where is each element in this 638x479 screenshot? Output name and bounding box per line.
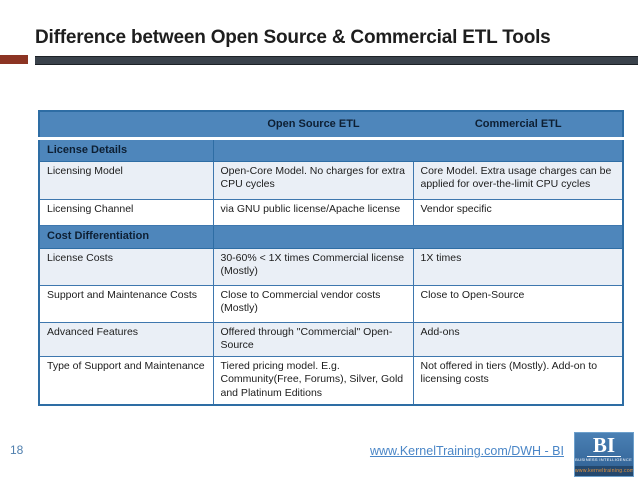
feature-cell: Support and Maintenance Costs — [38, 284, 214, 323]
commercial-cell: Core Model. Extra usage charges can be a… — [412, 160, 624, 200]
section-row-license-details: License Details — [38, 137, 624, 162]
table-row: Licensing Channel via GNU public license… — [38, 198, 624, 226]
commercial-cell: Close to Open-Source — [412, 284, 624, 323]
comparison-table-wrap: Open Source ETL Commercial ETL License D… — [38, 110, 624, 407]
table-row: License Costs 30-60% < 1X times Commerci… — [38, 247, 624, 286]
page-number: 18 — [10, 443, 24, 457]
open-source-cell: via GNU public license/Apache license — [212, 198, 414, 226]
feature-cell: License Costs — [38, 247, 214, 286]
header-cell-commercial: Commercial ETL — [412, 110, 624, 140]
table-row: Licensing Model Open-Core Model. No char… — [38, 160, 624, 200]
table-row: Support and Maintenance Costs Close to C… — [38, 284, 624, 323]
open-source-cell: 30-60% < 1X times Commercial license (Mo… — [212, 247, 414, 286]
commercial-cell: Vendor specific — [412, 198, 624, 226]
accent-block — [0, 55, 28, 64]
feature-cell: Advanced Features — [38, 321, 214, 357]
bi-logo: BI BUSINESS INTELLIGENCE www.kerneltrain… — [574, 432, 634, 477]
title-divider-bar — [35, 56, 638, 65]
commercial-cell: Not offered in tiers (Mostly). Add-on to… — [412, 355, 624, 406]
commercial-cell: Add-ons — [412, 321, 624, 357]
feature-cell: Licensing Channel — [38, 198, 214, 226]
open-source-cell: Offered through "Commercial" Open-Source — [212, 321, 414, 357]
footer-link[interactable]: www.KernelTraining.com/DWH - BI — [369, 444, 564, 458]
page-title: Difference between Open Source & Commerc… — [35, 27, 551, 48]
open-source-cell: Close to Commercial vendor costs (Mostly… — [212, 284, 414, 323]
table-row: Advanced Features Offered through "Comme… — [38, 321, 624, 357]
section-filler — [212, 224, 624, 249]
commercial-cell: 1X times — [412, 247, 624, 286]
header-cell-open-source: Open Source ETL — [212, 110, 414, 140]
section-filler — [212, 137, 624, 162]
comparison-table: Open Source ETL Commercial ETL License D… — [38, 110, 624, 407]
header-cell-blank — [38, 110, 214, 140]
section-label: License Details — [38, 137, 214, 162]
table-row: Type of Support and Maintenance Tiered p… — [38, 355, 624, 406]
section-label: Cost Differentiation — [38, 224, 214, 249]
table-header-row: Open Source ETL Commercial ETL — [38, 110, 624, 140]
open-source-cell: Open-Core Model. No charges for extra CP… — [212, 160, 414, 200]
bi-logo-url: www.kerneltraining.com — [575, 466, 634, 476]
section-row-cost-differentiation: Cost Differentiation — [38, 224, 624, 249]
bi-logo-tagline: BUSINESS INTELLIGENCE — [575, 458, 633, 463]
bi-logo-initials: BI — [586, 434, 622, 457]
feature-cell: Type of Support and Maintenance — [38, 355, 214, 406]
open-source-cell: Tiered pricing model. E.g. Community(Fre… — [212, 355, 414, 406]
feature-cell: Licensing Model — [38, 160, 214, 200]
